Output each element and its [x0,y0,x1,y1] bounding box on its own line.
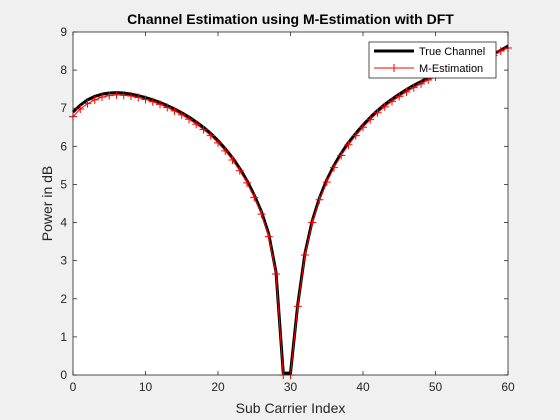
y-tick-label: 6 [60,139,67,153]
point-m-estimation [417,79,425,88]
point-m-estimation [330,163,338,172]
point-m-estimation [315,195,324,204]
y-tick-label: 9 [60,25,67,39]
y-axis-ticks: 0 1 2 3 4 5 6 7 8 9 [60,25,508,382]
point-m-estimation [98,93,106,102]
point-m-estimation [359,123,367,132]
x-tick-label: 60 [501,380,515,394]
point-m-estimation [127,92,135,101]
point-m-estimation [293,302,302,311]
point-m-estimation [199,125,208,134]
legend-box [368,41,497,79]
y-tick-label: 0 [60,368,67,382]
point-m-estimation [90,95,99,104]
point-m-estimation [83,99,92,108]
point-m-estimation [192,120,201,129]
x-axis-label: Sub Carrier Index [236,400,346,416]
point-m-estimation [264,232,273,241]
y-tick-label: 7 [60,101,67,115]
point-m-estimation [177,110,186,119]
point-m-estimation [388,97,396,106]
point-m-estimation [337,151,346,160]
point-m-estimation [301,250,309,259]
legend-marker-m-estimation [390,64,398,72]
x-tick-label: 0 [70,380,77,394]
point-m-estimation [228,156,237,165]
point-m-estimation [134,93,143,102]
point-m-estimation [366,115,375,124]
point-m-estimation [257,210,266,219]
y-tick-label: 2 [60,292,67,306]
y-tick-label: 5 [60,177,67,191]
point-m-estimation [206,131,215,140]
point-m-estimation [163,103,172,112]
point-m-estimation [156,100,164,109]
x-tick-label: 40 [356,380,370,394]
x-tick-label: 50 [429,380,443,394]
point-m-estimation [170,106,179,115]
point-m-estimation [250,193,259,202]
point-m-estimation [235,166,244,175]
point-m-estimation [185,115,193,124]
point-m-estimation [344,140,353,149]
legend-label-true-channel: True Channel [419,46,485,58]
x-tick-label: 20 [211,380,225,394]
point-m-estimation [373,108,382,117]
x-tick-label: 10 [139,380,153,394]
point-m-estimation [409,83,418,92]
point-m-estimation [112,90,121,99]
point-m-estimation [141,95,150,104]
y-tick-label: 8 [60,63,67,77]
point-m-estimation [221,146,230,155]
point-m-estimation [380,102,389,111]
legend: True Channel M-Estimation [368,41,497,79]
point-m-estimation [272,270,280,279]
point-m-estimation [243,178,251,187]
y-tick-label: 1 [60,330,67,344]
point-m-estimation [214,138,222,147]
y-tick-label: 3 [60,254,67,268]
legend-label-m-estimation: M-Estimation [419,63,483,75]
y-tick-label: 4 [60,216,67,230]
point-m-estimation [76,104,85,113]
x-tick-label: 30 [284,380,298,394]
x-axis-ticks: 0 10 20 30 40 50 60 [70,32,515,394]
point-m-estimation [308,218,317,227]
point-m-estimation [148,97,157,106]
plot-area [73,32,508,375]
y-axis-label: Power in dB [39,166,55,241]
point-m-estimation [496,47,505,56]
point-m-estimation [322,178,331,187]
point-m-estimation [351,131,360,140]
point-m-estimation [395,92,404,101]
point-m-estimation [119,91,128,100]
chart-title: Channel Estimation using M-Estimation wi… [127,11,454,27]
point-m-estimation [402,87,411,96]
point-m-estimation [105,91,114,100]
